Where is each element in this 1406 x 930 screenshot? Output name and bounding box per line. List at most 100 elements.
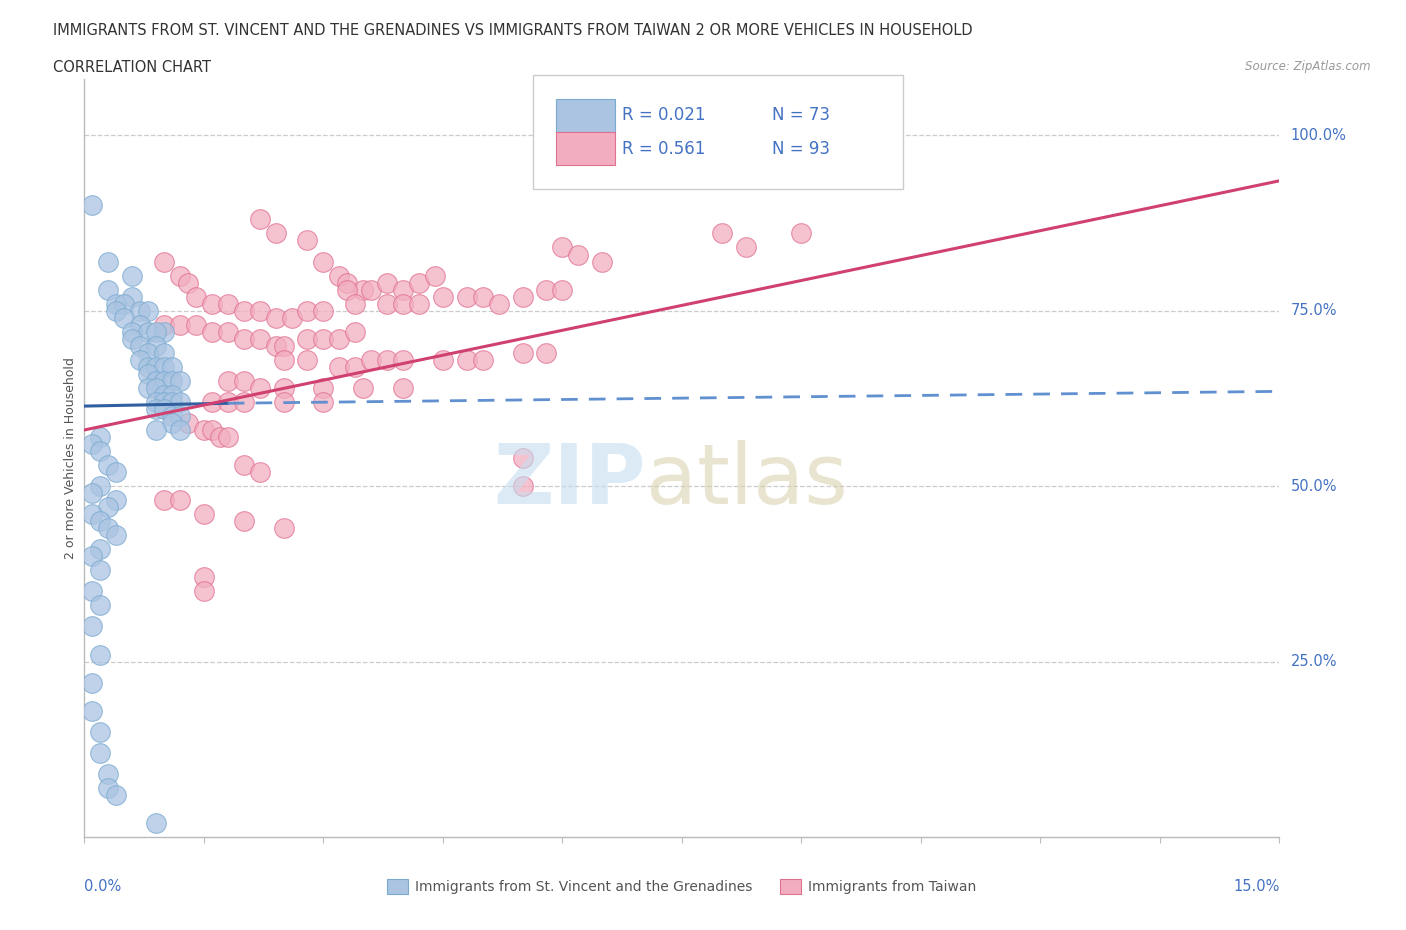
Point xyxy=(105,493,128,508)
Point xyxy=(456,352,478,367)
Point xyxy=(184,317,207,332)
Point xyxy=(392,282,415,297)
Point xyxy=(551,282,574,297)
Point xyxy=(89,745,111,760)
Point xyxy=(105,528,128,543)
Point xyxy=(734,240,756,255)
Point xyxy=(153,254,176,269)
Point xyxy=(312,331,335,346)
Point xyxy=(232,303,254,318)
Point xyxy=(121,331,143,346)
Point xyxy=(471,352,494,367)
Point xyxy=(336,275,359,290)
Point xyxy=(153,402,176,417)
Point xyxy=(360,352,382,367)
Point xyxy=(105,303,128,318)
Point xyxy=(129,303,152,318)
Text: N = 73: N = 73 xyxy=(772,106,830,125)
Point xyxy=(432,289,454,304)
Point xyxy=(153,359,176,374)
Point xyxy=(136,366,159,381)
Point xyxy=(336,282,359,297)
Point xyxy=(273,380,295,395)
FancyBboxPatch shape xyxy=(533,75,903,189)
Point xyxy=(145,380,167,395)
Point xyxy=(145,402,167,417)
Point xyxy=(375,275,398,290)
Point xyxy=(82,507,104,522)
Point xyxy=(423,268,446,283)
Point xyxy=(217,394,239,409)
Point xyxy=(710,226,733,241)
Text: N = 93: N = 93 xyxy=(772,140,830,158)
Point xyxy=(193,570,215,585)
Text: 75.0%: 75.0% xyxy=(1291,303,1337,318)
Point xyxy=(145,373,167,388)
Point xyxy=(488,296,510,311)
Point xyxy=(591,254,613,269)
Point xyxy=(328,268,350,283)
Text: IMMIGRANTS FROM ST. VINCENT AND THE GRENADINES VS IMMIGRANTS FROM TAIWAN 2 OR MO: IMMIGRANTS FROM ST. VINCENT AND THE GREN… xyxy=(53,23,973,38)
Point xyxy=(121,325,143,339)
Point xyxy=(297,303,319,318)
Text: atlas: atlas xyxy=(645,440,848,521)
Point xyxy=(169,394,191,409)
Text: Source: ZipAtlas.com: Source: ZipAtlas.com xyxy=(1246,60,1371,73)
FancyBboxPatch shape xyxy=(557,99,614,132)
Point xyxy=(232,513,254,528)
Point xyxy=(160,359,183,374)
Point xyxy=(273,339,295,353)
Point xyxy=(136,303,159,318)
Point xyxy=(177,416,200,431)
Point xyxy=(136,345,159,360)
Point xyxy=(160,388,183,403)
Point xyxy=(82,584,104,599)
Point xyxy=(217,430,239,445)
Point xyxy=(512,345,534,360)
Point xyxy=(145,394,167,409)
Point xyxy=(177,275,200,290)
Point xyxy=(249,303,271,318)
Point xyxy=(169,493,191,508)
Point xyxy=(184,289,207,304)
Point xyxy=(169,408,191,423)
Point xyxy=(136,380,159,395)
Point xyxy=(352,380,374,395)
Point xyxy=(375,296,398,311)
Point xyxy=(328,359,350,374)
Point xyxy=(408,275,430,290)
Point xyxy=(249,212,271,227)
Point xyxy=(169,317,191,332)
Point xyxy=(536,345,558,360)
Point xyxy=(328,331,350,346)
Point xyxy=(129,339,152,353)
Point xyxy=(82,619,104,634)
Point xyxy=(145,359,167,374)
Point xyxy=(297,331,319,346)
Point xyxy=(145,339,167,353)
Point xyxy=(232,458,254,472)
Point xyxy=(112,311,135,325)
Point xyxy=(297,352,319,367)
Point xyxy=(249,380,271,395)
Point xyxy=(193,507,215,522)
Point xyxy=(344,325,367,339)
Point xyxy=(249,465,271,480)
Point xyxy=(512,289,534,304)
Point xyxy=(208,430,231,445)
Point xyxy=(153,325,176,339)
Point xyxy=(136,359,159,374)
Point xyxy=(89,563,111,578)
Point xyxy=(169,422,191,437)
Point xyxy=(273,521,295,536)
Text: 100.0%: 100.0% xyxy=(1291,127,1347,142)
Point xyxy=(97,499,120,514)
Point xyxy=(82,703,104,718)
Point xyxy=(82,436,104,451)
Point xyxy=(312,303,335,318)
Y-axis label: 2 or more Vehicles in Household: 2 or more Vehicles in Household xyxy=(65,357,77,559)
Point xyxy=(201,325,224,339)
Text: ZIP: ZIP xyxy=(494,440,645,521)
Text: 15.0%: 15.0% xyxy=(1233,879,1279,894)
Point xyxy=(392,352,415,367)
